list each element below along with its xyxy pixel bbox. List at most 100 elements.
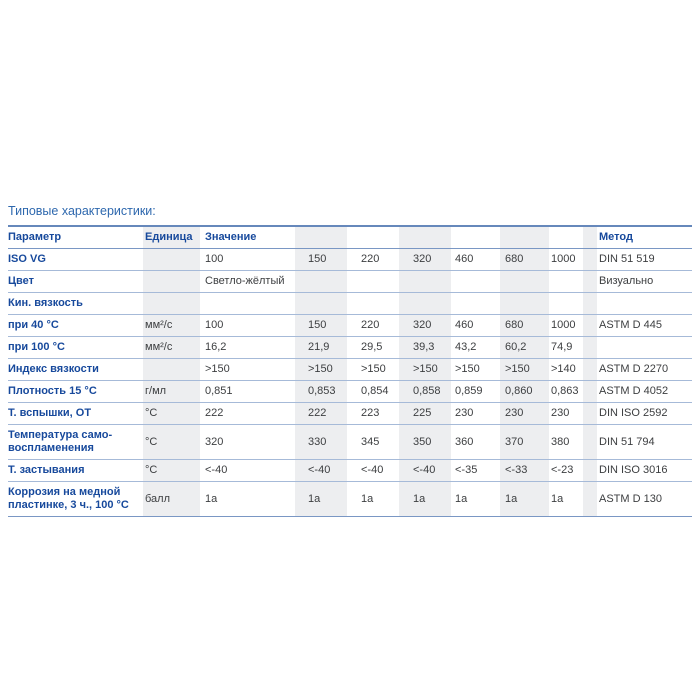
characteristics-table: Параметр Единица Значение Метод ISO VG 10… [8,225,692,517]
value-cell [549,271,583,292]
value-cell [347,293,399,314]
method-cell: DIN ISO 2592 [599,407,668,419]
value-cell: 1a [455,492,468,505]
value-cell: 0,859 [455,385,483,397]
header-spacer [399,227,451,248]
spacer-cell [583,403,597,424]
table-row: Коррозия на медной пластинке, 3 ч., 100 … [8,482,692,516]
value-cell: 1a [205,492,218,505]
table-row: при 100 °C мм²/с 16,2 21,9 29,5 39,3 43,2 60,2 7… [8,337,692,359]
value-cell: >150 [361,363,386,375]
method-cell: DIN 51 794 [599,435,655,448]
header-value: Значение [205,231,257,243]
spacer-cell [583,249,597,270]
value-cell: 1a [361,492,374,505]
value-cell [500,293,549,314]
value-cell: 0,858 [399,381,451,402]
value-cell: 16,2 [205,341,227,353]
method-cell [597,337,692,358]
param-cell: Т. застывания [8,464,85,476]
header-method: Метод [599,231,633,243]
spacer-cell [583,315,597,336]
value-cell [347,271,399,292]
unit-cell: мм²/с [143,337,200,358]
value-cell: 74,9 [551,341,573,353]
value-cell: 680 [500,249,549,270]
value-cell: >150 [455,363,480,375]
value-cell: 1000 [551,319,576,331]
spacer-cell [583,482,597,516]
method-cell: DIN ISO 3016 [599,464,668,476]
value-cell [451,271,500,292]
unit-cell: г/мл [143,381,200,402]
value-cell: 1a [551,492,564,505]
param-cell: ISO VG [8,253,46,265]
spacer-cell [583,337,597,358]
value-cell: 100 [205,253,224,265]
value-cell [200,293,295,314]
unit-cell [143,249,200,270]
header-spacer [295,227,347,248]
value-cell: 60,2 [500,337,549,358]
value-cell: 330 [295,425,347,459]
value-cell: <-40 [361,464,384,476]
spacer-cell [583,271,597,292]
value-cell: >140 [551,363,576,375]
table-row: Плотность 15 °C г/мл 0,851 0,853 0,854 0,858 0… [8,381,692,403]
method-cell [597,293,692,314]
spacer-cell [583,460,597,481]
value-cell [295,271,347,292]
value-cell: 1a [295,482,347,516]
value-cell: <-40 [205,464,228,476]
value-cell: 1a [399,482,451,516]
value-cell: 380 [551,435,570,448]
value-cell: 320 [205,435,224,448]
unit-cell: °C [143,403,200,424]
param-cell: Плотность 15 °C [8,385,97,397]
value-cell: >150 [399,359,451,380]
value-cell [500,271,549,292]
method-cell: ASTM D 445 [599,319,662,331]
spacer-cell [583,381,597,402]
value-cell: 360 [455,435,474,448]
page-title: Типовые характеристики: [8,204,156,218]
spacer-cell [583,293,597,314]
value-cell: 222 [205,407,224,419]
value-cell: 223 [361,407,380,419]
table-body: ISO VG 100 150 220 320 460 680 1000 DIN 51 519 Цв… [8,249,692,516]
param-cell: Температура само- воспламенения [8,429,113,454]
value-cell: >150 [295,359,347,380]
method-cell: ASTM D 2270 [599,363,669,375]
header-spacer [500,227,549,248]
value-cell: <-40 [295,460,347,481]
table-row: ISO VG 100 150 220 320 460 680 1000 DIN 51 519 [8,249,692,271]
unit-cell: °C [143,460,200,481]
unit-cell: балл [143,482,200,516]
value-cell: 320 [399,315,451,336]
unit-cell [143,293,200,314]
value-cell: 100 [205,319,224,331]
header-spacer [451,227,500,248]
param-cell: Т. вспышки, ОТ [8,407,92,419]
value-cell [451,293,500,314]
header-spacer [583,227,597,248]
method-cell: ASTM D 4052 [599,385,669,397]
value-cell: >150 [500,359,549,380]
value-cell: 150 [295,315,347,336]
value-cell: 230 [455,407,474,419]
value-cell: 230 [500,403,549,424]
value-cell: 220 [361,253,380,265]
header-spacer [347,227,399,248]
value-cell: 1a [500,482,549,516]
param-cell: Индекс вязкости [8,363,99,375]
header-spacer [549,227,583,248]
unit-cell: °C [143,425,200,459]
datasheet-section: Типовые характеристики: Параметр Единица… [8,204,692,517]
table-row: при 40 °C мм²/с 100 150 220 320 460 680 1000 ASTM… [8,315,692,337]
param-cell: при 40 °C [8,319,59,331]
value-cell: 680 [500,315,549,336]
unit-cell [143,271,200,292]
table-row: Т. вспышки, ОТ °C 222 222 223 225 230 230 230 DIN… [8,403,692,425]
value-cell: <-35 [455,464,478,476]
value-cell: 43,2 [455,341,477,353]
